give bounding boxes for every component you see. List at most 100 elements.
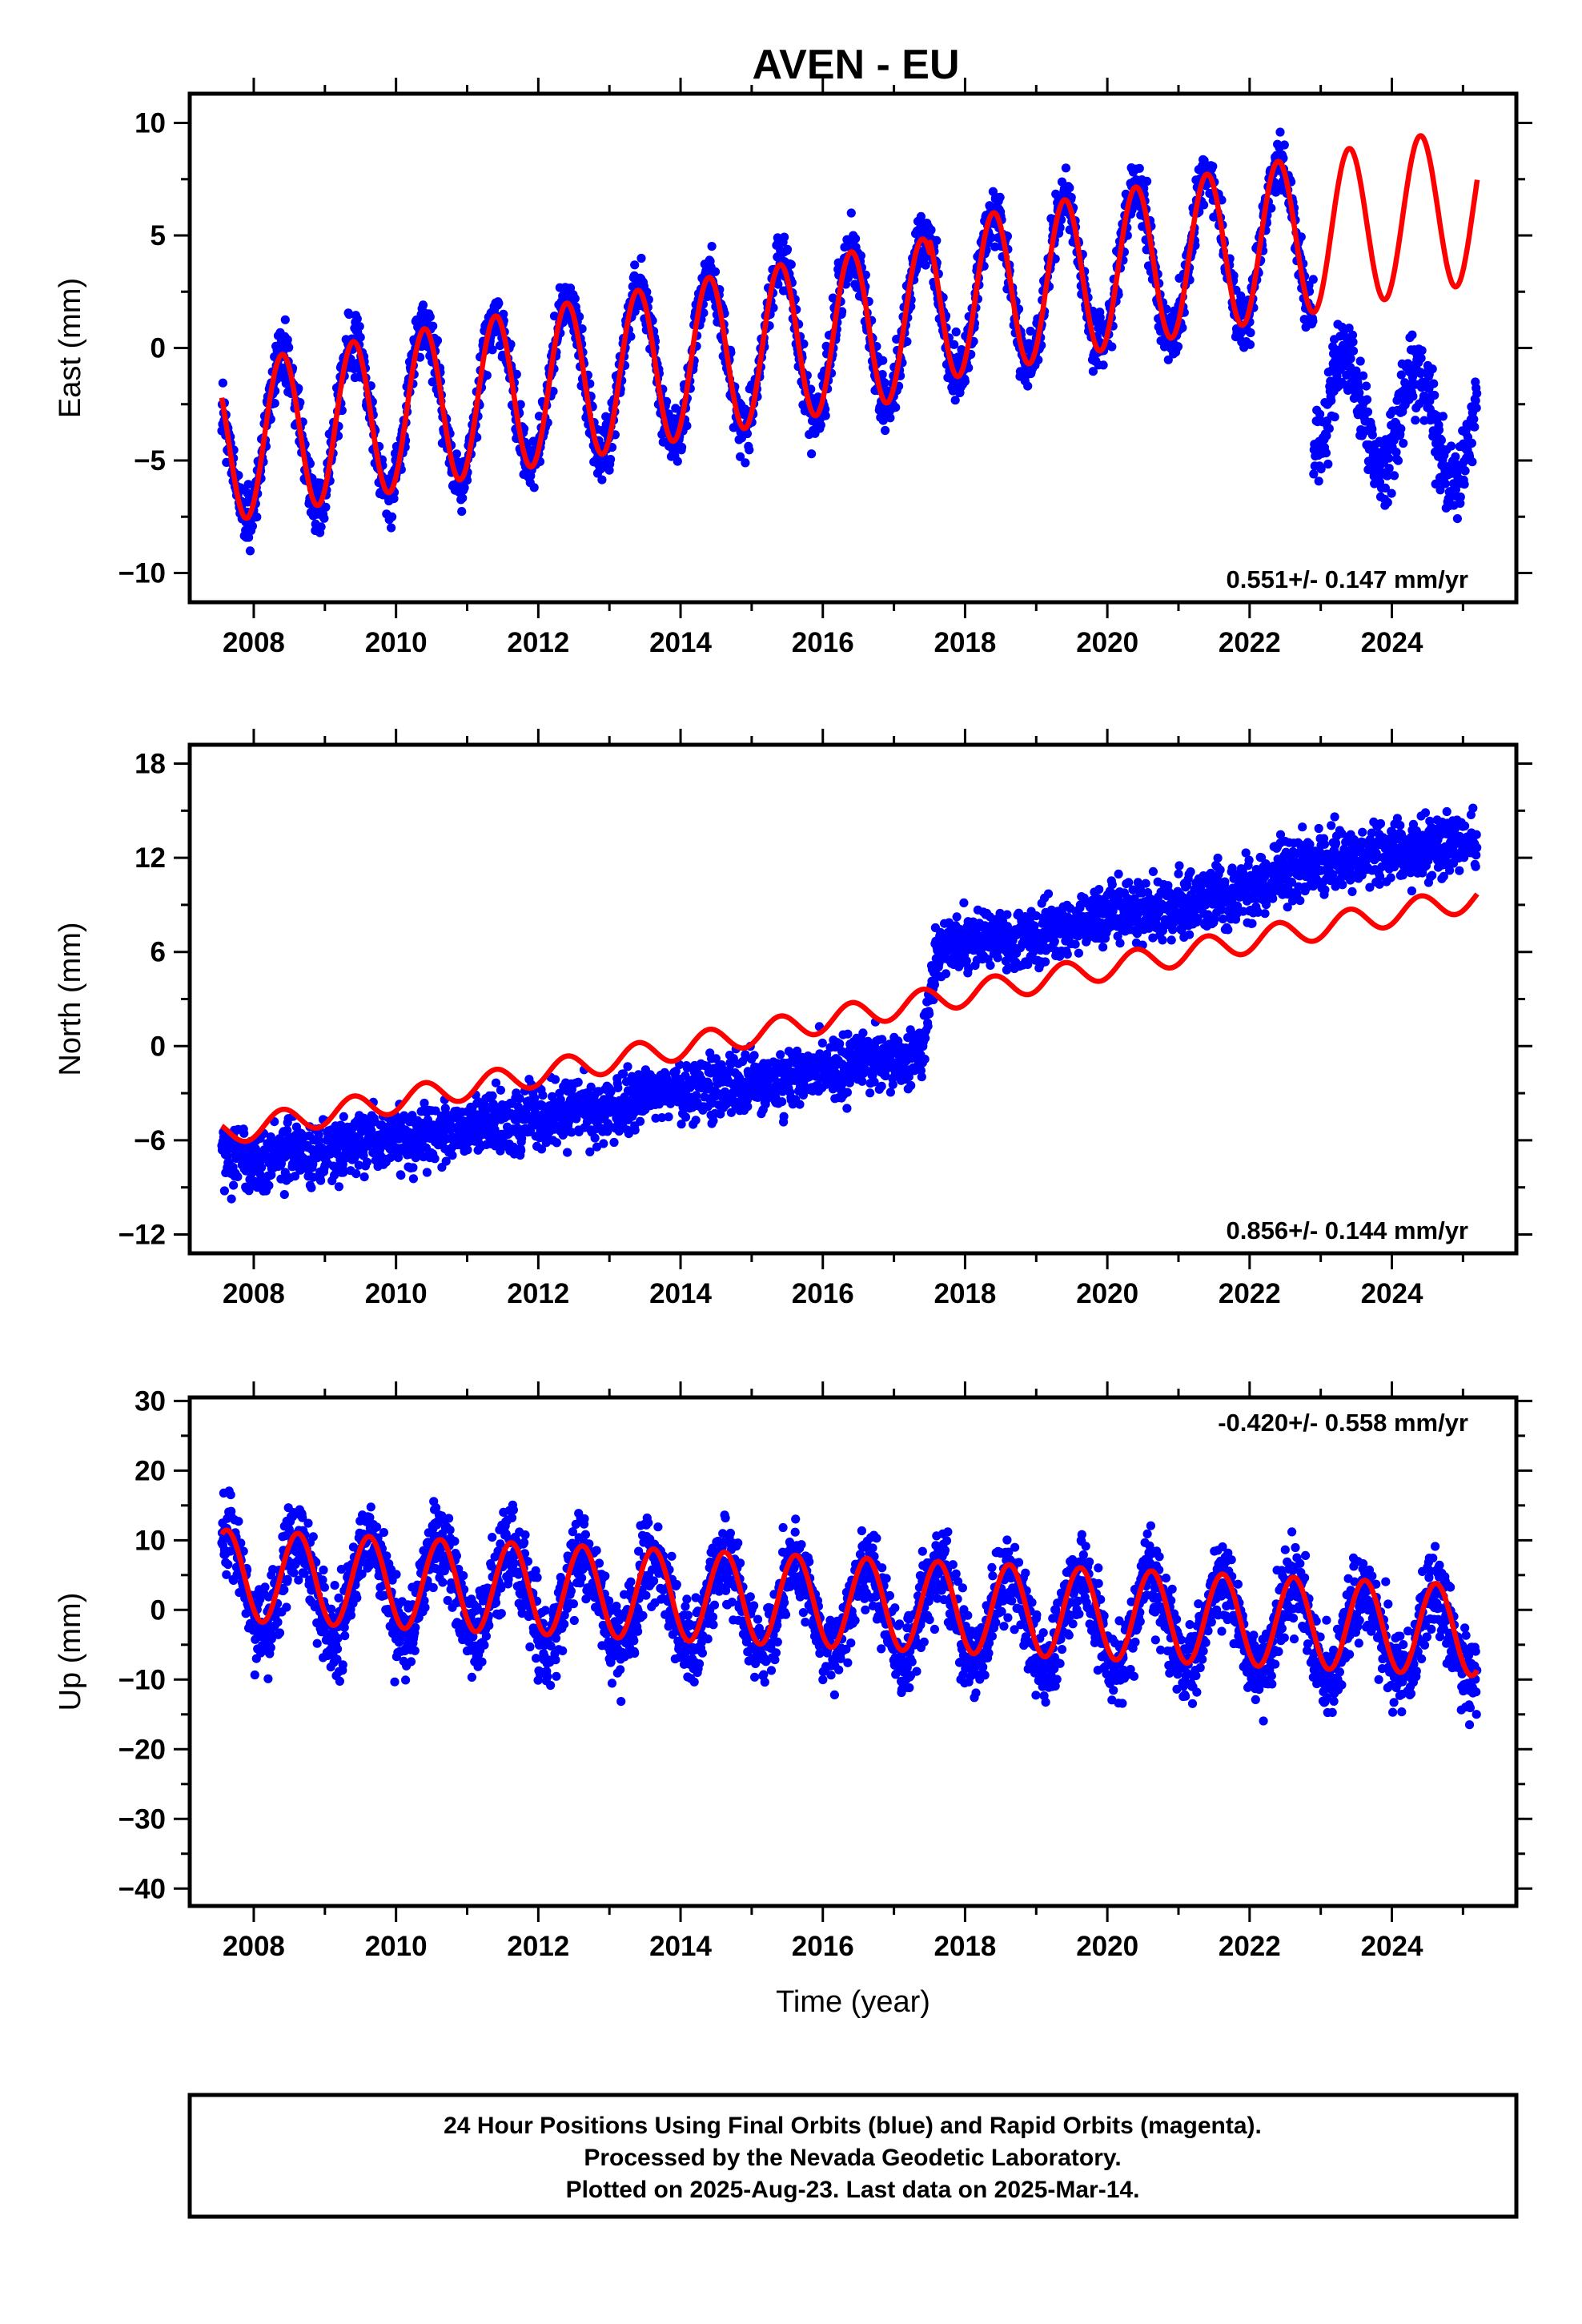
east-data-point bbox=[786, 259, 796, 269]
east-data-point bbox=[742, 428, 753, 439]
east-data-point bbox=[1438, 412, 1447, 421]
north-data-point bbox=[538, 1091, 548, 1100]
north-data-point bbox=[817, 1038, 827, 1048]
east-data-point bbox=[245, 546, 255, 556]
north-data-points bbox=[217, 803, 1482, 1204]
north-data-point bbox=[552, 1138, 562, 1148]
east-y-tick-label: −10 bbox=[118, 557, 166, 589]
east-data-point bbox=[1327, 396, 1336, 405]
east-data-point bbox=[1163, 355, 1173, 364]
east-data-point bbox=[280, 315, 290, 324]
east-data-point bbox=[851, 234, 861, 243]
north-data-point bbox=[239, 1157, 248, 1167]
east-data-point bbox=[418, 300, 428, 310]
north-data-point bbox=[307, 1183, 316, 1192]
east-data-point bbox=[662, 396, 672, 406]
east-data-point bbox=[460, 483, 469, 493]
east-data-point bbox=[1384, 453, 1394, 463]
north-data-point bbox=[488, 1091, 497, 1100]
north-data-point bbox=[843, 1029, 853, 1039]
east-data-point bbox=[950, 396, 960, 405]
east-data-point bbox=[1407, 330, 1417, 340]
north-data-point bbox=[749, 1051, 759, 1060]
north-data-point bbox=[743, 1102, 753, 1112]
east-data-point bbox=[1396, 370, 1406, 380]
north-data-point bbox=[496, 1085, 506, 1095]
north-data-point bbox=[877, 1081, 886, 1091]
east-data-point bbox=[1162, 304, 1171, 314]
east-data-point bbox=[636, 253, 646, 263]
east-data-point bbox=[321, 502, 331, 512]
east-data-point bbox=[244, 533, 254, 542]
east-data-point bbox=[355, 322, 364, 332]
east-data-point bbox=[1088, 367, 1098, 376]
east-data-point bbox=[606, 455, 616, 464]
east-data-point bbox=[252, 513, 262, 522]
east-data-point bbox=[677, 442, 687, 452]
east-data-point bbox=[877, 370, 887, 380]
east-data-point bbox=[1355, 388, 1364, 398]
east-data-point bbox=[1322, 431, 1331, 440]
east-data-point bbox=[355, 332, 365, 342]
east-x-tick-label: 2018 bbox=[934, 627, 996, 658]
north-data-point bbox=[779, 1112, 789, 1121]
east-data-point bbox=[597, 475, 607, 485]
east-data-point bbox=[630, 260, 640, 270]
east-data-point bbox=[516, 400, 525, 409]
east-rate-label: 0.551+/- 0.147 mm/yr bbox=[1227, 565, 1468, 593]
east-data-point bbox=[1393, 456, 1403, 465]
east-data-point bbox=[1468, 457, 1477, 467]
east-data-point bbox=[736, 452, 745, 461]
east-data-point bbox=[1460, 466, 1470, 476]
north-data-point bbox=[776, 1050, 785, 1059]
north-data-point bbox=[239, 1128, 249, 1138]
east-data-point bbox=[1383, 471, 1392, 480]
east-data-point bbox=[1061, 163, 1070, 173]
east-data-point bbox=[1434, 425, 1444, 435]
east-data-point bbox=[1362, 395, 1372, 404]
east-y-tick-label: 10 bbox=[135, 108, 166, 139]
east-data-point bbox=[494, 299, 504, 308]
east-data-point bbox=[488, 345, 497, 355]
north-data-point bbox=[351, 1169, 361, 1179]
east-data-point bbox=[512, 369, 521, 379]
east-data-point bbox=[1348, 337, 1358, 347]
north-data-point bbox=[636, 1116, 645, 1126]
east-x-tick-label: 2020 bbox=[1076, 627, 1138, 658]
north-data-point bbox=[664, 1112, 673, 1122]
east-data-point bbox=[1346, 354, 1355, 364]
north-data-point bbox=[279, 1190, 289, 1200]
north-data-point bbox=[609, 1137, 619, 1148]
east-data-point bbox=[921, 260, 930, 270]
east-data-point bbox=[570, 294, 580, 304]
east-data-point bbox=[1098, 360, 1108, 370]
east-data-point bbox=[769, 303, 778, 312]
east-data-point bbox=[529, 483, 539, 493]
east-x-tick-label: 2022 bbox=[1219, 627, 1281, 658]
east-data-point bbox=[837, 307, 847, 316]
east-y-tick-label: 5 bbox=[151, 220, 166, 251]
north-data-point bbox=[422, 1168, 432, 1177]
east-data-point bbox=[1383, 497, 1392, 508]
east-data-point bbox=[1355, 356, 1365, 366]
east-data-point bbox=[1324, 424, 1334, 433]
north-data-point bbox=[599, 1139, 608, 1148]
east-data-point bbox=[1389, 471, 1399, 480]
north-data-point bbox=[264, 1180, 274, 1190]
east-data-point bbox=[1142, 176, 1152, 186]
east-data-point bbox=[1471, 396, 1480, 405]
north-data-point bbox=[219, 1186, 229, 1196]
east-data-point bbox=[247, 521, 257, 531]
east-data-point bbox=[243, 480, 253, 489]
east-data-point bbox=[1208, 162, 1218, 171]
east-panel: 2008 2010 2012 2014 2016 2018 2020 2022 2024−10−… bbox=[54, 78, 1532, 658]
east-data-point bbox=[741, 458, 750, 468]
east-data-point bbox=[699, 308, 709, 318]
east-data-point bbox=[319, 513, 329, 523]
east-data-point bbox=[352, 314, 362, 324]
north-data-point bbox=[563, 1148, 572, 1157]
east-data-point bbox=[1440, 479, 1450, 489]
north-data-point bbox=[777, 1097, 787, 1107]
north-data-point bbox=[396, 1171, 406, 1180]
east-data-point bbox=[452, 449, 462, 459]
